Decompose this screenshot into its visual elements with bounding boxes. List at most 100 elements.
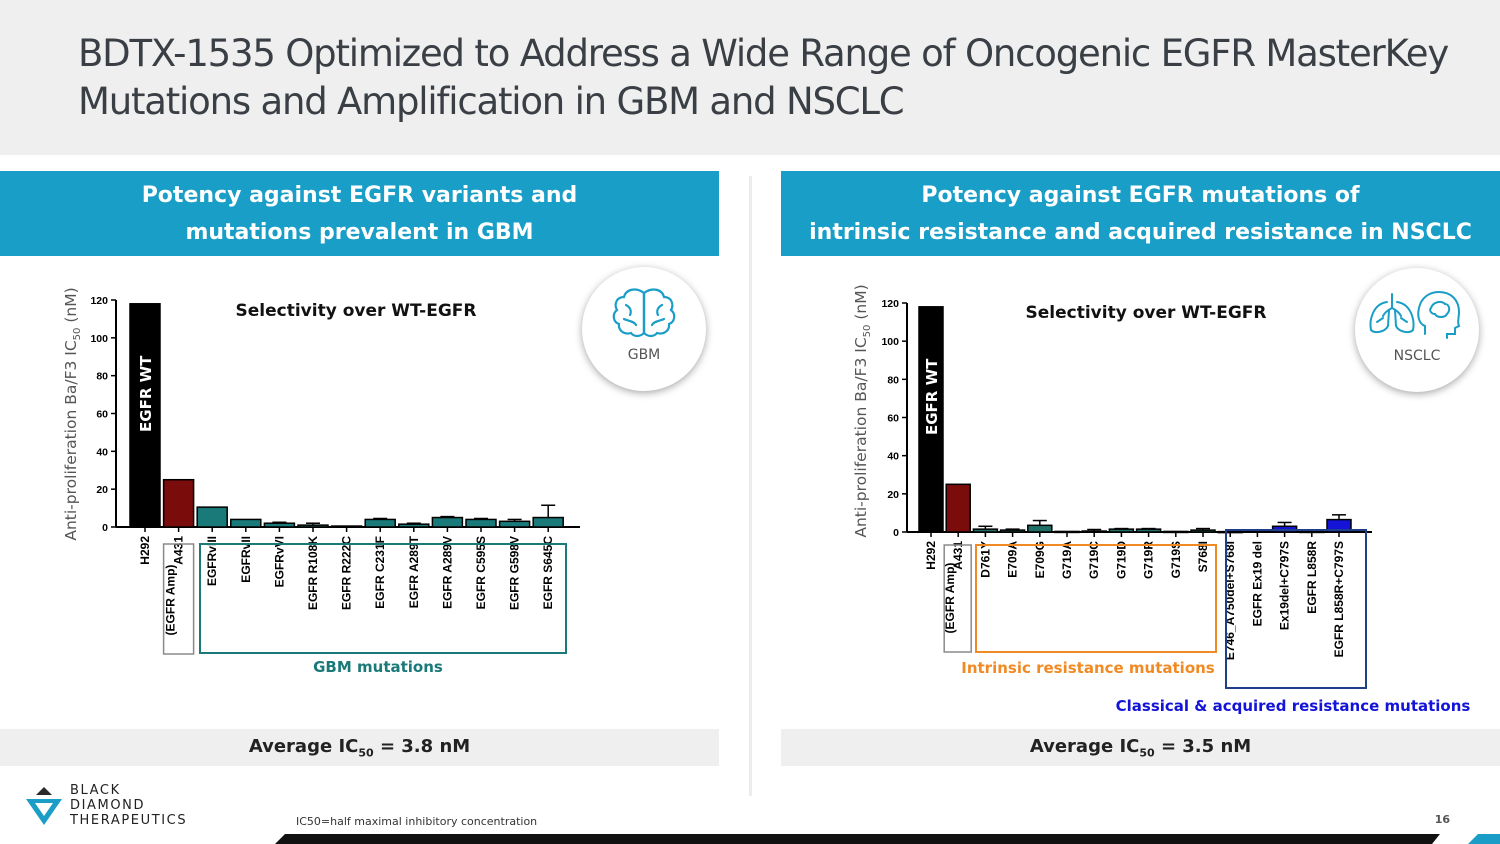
left-x-tick-label: EGFR R222C	[340, 536, 354, 610]
right-x-tick-label: EGFR Ex19 del	[1250, 541, 1264, 626]
left-bar-3	[230, 518, 262, 528]
left-gbm-box	[199, 543, 567, 654]
logo-line1: BLACK	[70, 783, 121, 798]
slide-title-line2: Mutations and Amplification in GBM and N…	[78, 80, 905, 123]
left-x-tick-label: EGFR A289T	[407, 535, 421, 608]
left-y-tick-label: 120	[90, 295, 108, 307]
left-average-band: Average IC50 = 3.8 nM	[0, 729, 719, 766]
left-header-line1: Potency against EGFR variants and	[141, 182, 578, 208]
right-bar-1	[945, 483, 971, 533]
right-bar-8	[1135, 528, 1162, 533]
right-x-tick-label: G719C	[1087, 541, 1101, 579]
left-wt-bar-label: EGFR WT	[137, 355, 155, 432]
right-x-tick-label: E709A	[1006, 541, 1020, 578]
left-bar-11	[498, 520, 531, 528]
left-average-value: = 3.8 nM	[373, 735, 471, 757]
left-x-tick-label: EGFR A289V	[440, 536, 454, 609]
logo-line3: THERAPEUTICS	[70, 813, 188, 828]
right-x-tick-label: G719D	[1114, 541, 1128, 579]
left-average-prefix: Average IC	[248, 735, 359, 757]
gbm-badge: GBM	[582, 267, 706, 391]
left-x-tick-label: EGFRvVI	[272, 536, 286, 587]
lungs-brain-icon	[1369, 290, 1461, 339]
right-y-tick-label: 0	[893, 527, 899, 539]
left-x-tick-label: EGFR C595S	[474, 536, 488, 609]
left-bar-9	[431, 516, 464, 528]
footnote: IC50=half maximal inhibitory concentrati…	[296, 815, 538, 828]
left-bar-1	[162, 478, 195, 528]
left-bar-5	[297, 524, 329, 528]
right-panel-header: Potency against EGFR mutations of intrin…	[781, 171, 1500, 256]
left-panel-header: Potency against EGFR variants and mutati…	[0, 171, 719, 256]
panel-divider	[749, 176, 752, 796]
right-x-tick-label: EGFR L858R	[1305, 541, 1319, 614]
right-bar-4	[1027, 524, 1053, 533]
right-x-tick-label: Ex19del+C797S	[1278, 541, 1292, 630]
right-amp-label: (EGFR Amp)	[943, 563, 957, 634]
right-x-tick-label: G719S	[1169, 541, 1183, 578]
right-classical-box	[1225, 529, 1367, 689]
right-bar-7	[1108, 528, 1135, 533]
left-bar-12	[532, 516, 564, 528]
right-x-tick-label: H292	[924, 541, 938, 570]
right-y-tick-label: 40	[887, 451, 899, 463]
right-average-value: = 3.5 nM	[1154, 735, 1252, 757]
left-bar-7	[364, 518, 396, 528]
right-x-tick-label: D761Y	[978, 541, 992, 578]
left-x-tick-label: EGFR S645C	[541, 536, 555, 610]
right-x-tick-label: G719R	[1142, 541, 1156, 579]
right-y-tick-label: 80	[887, 374, 899, 386]
right-average-band: Average IC50 = 3.5 nM	[781, 729, 1500, 766]
slide-title-line1: BDTX-1535 Optimized to Address a Wide Ra…	[78, 32, 1449, 75]
left-amp-label: (EGFR Amp)	[164, 565, 178, 636]
right-y-tick-label: 120	[881, 298, 899, 310]
right-bar-10	[1190, 529, 1216, 533]
right-bar-0	[918, 306, 944, 533]
left-x-tick-label: EGFR C231F	[373, 536, 387, 609]
left-x-tick-label: EGFRvII	[239, 536, 253, 583]
right-x-tick-label: A431	[951, 541, 965, 570]
nsclc-badge: NSCLC	[1355, 268, 1479, 392]
left-average-sub: 50	[358, 746, 374, 760]
left-average-text: Average IC50 = 3.8 nM	[249, 736, 470, 760]
right-x-tick-label: G719A	[1060, 541, 1074, 579]
left-y-tick-label: 0	[102, 522, 108, 534]
left-y-tick-label: 20	[96, 484, 108, 496]
right-header-line1: Potency against EGFR mutations of	[921, 182, 1360, 208]
right-x-tick-label: S768I	[1196, 541, 1210, 572]
right-y-tick-label: 60	[887, 413, 899, 425]
left-gbm-group-label: GBM mutations	[313, 658, 443, 676]
right-intrinsic-group-label: Intrinsic resistance mutations	[961, 659, 1215, 677]
right-intrinsic-box	[975, 544, 1217, 653]
left-y-tick-label: 100	[90, 333, 108, 345]
right-amp-box	[943, 544, 972, 653]
right-average-text: Average IC50 = 3.5 nM	[1030, 736, 1251, 760]
left-y-tick-label: 40	[96, 446, 108, 458]
right-average-sub: 50	[1139, 746, 1155, 760]
left-x-tick-label: EGFR G598V	[508, 536, 522, 610]
slide-title: BDTX-1535 Optimized to Address a Wide Ra…	[78, 30, 1458, 126]
left-bar-6	[330, 525, 363, 528]
right-bar-6	[1081, 530, 1107, 533]
nsclc-badge-label: NSCLC	[1393, 348, 1441, 364]
right-wt-bar-label: EGFR WT	[923, 358, 941, 435]
left-amp-box	[162, 543, 195, 655]
left-bar-10	[465, 518, 497, 528]
company-logo: BLACK DIAMOND THERAPEUTICS	[24, 783, 214, 833]
left-bar-8	[398, 523, 430, 528]
right-y-tick-label: 20	[887, 489, 899, 501]
right-bar-2	[972, 528, 999, 533]
logo-line2: DIAMOND	[70, 798, 146, 813]
right-classical-group-label: Classical & acquired resistance mutation…	[1116, 697, 1471, 715]
right-bar-3	[999, 529, 1026, 533]
logo-wordmark: BLACK DIAMOND THERAPEUTICS	[70, 783, 187, 828]
left-x-tick-label: H292	[138, 536, 152, 565]
left-y-tick-label: 80	[96, 371, 108, 383]
gbm-badge-label: GBM	[627, 347, 661, 363]
left-header-line2: mutations prevalent in GBM	[185, 219, 534, 245]
left-x-tick-label: A431	[172, 536, 186, 565]
page-number: 16	[1434, 813, 1450, 826]
diamond-logo-icon	[26, 787, 62, 825]
right-header-line2: intrinsic resistance and acquired resist…	[809, 219, 1472, 245]
right-average-prefix: Average IC	[1029, 735, 1140, 757]
